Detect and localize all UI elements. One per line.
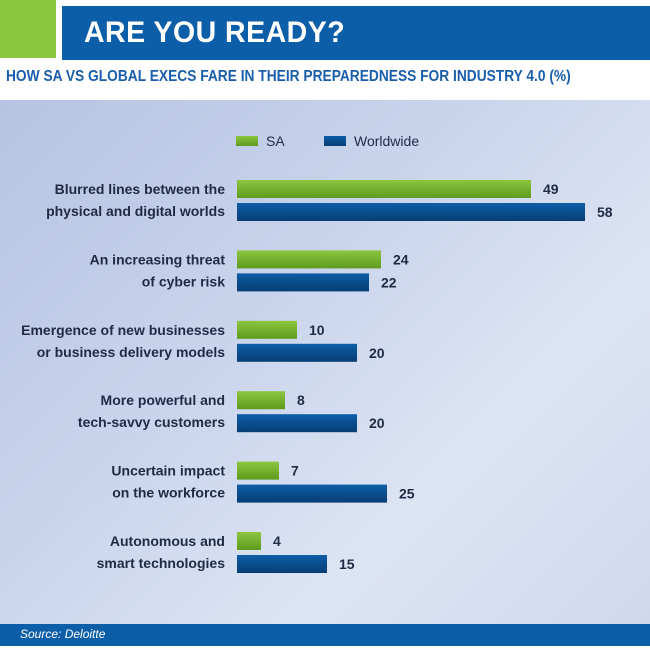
bar-worldwide [237,555,327,573]
category-label: Emergence of new businesses [21,322,225,338]
category-label: Blurred lines between the [55,181,226,197]
category-label: An increasing threat [90,251,226,267]
bar-chart: SA Worldwide Blurred lines between the phys… [21,133,613,573]
bar-sa [237,461,279,480]
category-label: smart technologies [97,555,226,571]
bar-worldwide [237,273,369,292]
category-label: or business delivery models [37,344,226,360]
bar-sa [237,180,531,198]
data-label-sa: 7 [291,463,299,479]
data-label-worldwide: 15 [339,556,355,572]
bar-sa [237,320,297,339]
bar-sa [237,250,381,269]
source-bar: Source: Deloitte [0,624,650,646]
data-label-worldwide: 58 [597,204,613,220]
category-label: tech-savvy customers [78,414,225,430]
legend-swatch-sa [236,136,258,146]
category-label: of cyber risk [142,273,225,289]
legend-label-sa: SA [266,133,285,149]
legend-label-worldwide: Worldwide [354,133,419,149]
bar-worldwide [237,484,387,503]
category-label: on the workforce [112,485,225,501]
data-label-sa: 24 [393,251,409,267]
data-label-sa: 49 [543,181,559,197]
page-title: ARE YOU READY? [84,16,346,49]
bar-worldwide [237,343,357,362]
bar-worldwide [237,203,585,221]
data-label-sa: 10 [309,322,325,338]
category-label: Autonomous and [110,533,225,549]
legend-swatch-worldwide [324,136,346,146]
data-label-worldwide: 25 [399,486,415,502]
category-label: Uncertain impact [111,463,225,479]
category-label: More powerful and [101,392,225,408]
data-label-sa: 8 [297,392,305,408]
data-label-worldwide: 20 [369,415,385,431]
bar-sa [237,391,285,410]
bar-worldwide [237,414,357,433]
title-banner: ARE YOU READY? [62,6,650,60]
data-label-sa: 4 [273,533,281,549]
chart-subtitle: HOW SA VS GLOBAL EXECS FARE IN THEIR PRE… [6,68,571,85]
bar-sa [237,532,261,550]
chart-panel: SA Worldwide Blurred lines between the phys… [0,100,650,624]
source-note: Source: Deloitte [20,627,106,641]
data-label-worldwide: 20 [369,345,385,361]
data-label-worldwide: 22 [381,274,397,290]
accent-square [0,0,56,58]
category-label: physical and digital worlds [46,203,225,219]
